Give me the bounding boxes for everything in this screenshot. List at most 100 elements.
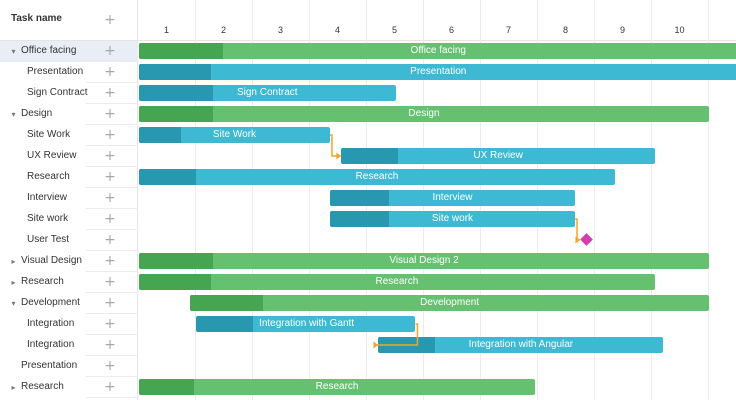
grid-header-title: Task name <box>11 13 62 24</box>
task-bar[interactable]: Interview <box>329 190 576 206</box>
row-divider <box>86 229 138 230</box>
grid-column-line <box>195 0 196 400</box>
bar-label: Presentation <box>410 66 467 77</box>
day-tick-label: 6 <box>448 25 454 35</box>
grid-row[interactable]: Presentation + <box>0 62 138 83</box>
bar-label: Development <box>420 297 480 308</box>
task-bar[interactable]: Presentation <box>139 64 736 80</box>
timescale-divider <box>537 0 538 41</box>
task-name: Office facing <box>21 45 77 56</box>
add-subtask-plus-icon[interactable]: + <box>104 337 116 353</box>
chevron-down-icon[interactable]: ▾ <box>11 47 16 56</box>
grid-row[interactable]: Site Work + <box>0 125 138 146</box>
task-name: Visual Design <box>21 255 82 266</box>
chevron-down-icon[interactable]: ▾ <box>11 110 16 119</box>
add-subtask-plus-icon[interactable]: + <box>104 253 116 269</box>
row-divider <box>86 166 138 167</box>
task-bar[interactable]: Integration with Angular <box>378 337 664 353</box>
grid-row[interactable]: ▸ Visual Design + <box>0 251 138 272</box>
bar-label: Visual Design 2 <box>389 255 459 266</box>
project-bar[interactable]: Research <box>139 274 655 290</box>
timescale-divider <box>480 0 481 41</box>
grid-row[interactable]: UX Review + <box>0 146 138 167</box>
grid-row[interactable]: ▾ Office facing + <box>0 41 138 62</box>
add-subtask-plus-icon[interactable]: + <box>104 85 116 101</box>
timescale-divider <box>594 0 595 41</box>
grid-row[interactable]: ▾ Development + <box>0 293 138 314</box>
grid-row[interactable]: Integration + <box>0 335 138 356</box>
row-divider <box>86 187 138 188</box>
task-bar[interactable]: Site Work <box>139 127 330 143</box>
add-subtask-plus-icon[interactable]: + <box>104 232 116 248</box>
milestone-diamond[interactable] <box>580 233 594 246</box>
bar-label: Interview <box>432 192 473 203</box>
progress-fill <box>329 211 389 227</box>
grid-row[interactable]: ▾ Design + <box>0 104 138 125</box>
day-tick-label: 9 <box>619 25 625 35</box>
task-name: Presentation <box>27 66 84 77</box>
day-tick-label: 5 <box>391 25 397 35</box>
task-name: Site Work <box>27 129 71 140</box>
task-name: Design <box>21 108 53 119</box>
timescale-divider <box>252 0 253 41</box>
grid-column-line <box>708 0 709 400</box>
grid-row[interactable]: Sign Contract + <box>0 83 138 104</box>
add-subtask-plus-icon[interactable]: + <box>104 358 116 374</box>
project-bar[interactable]: Development <box>190 295 709 311</box>
add-subtask-plus-icon[interactable]: + <box>104 379 116 395</box>
bar-label: UX Review <box>473 150 523 161</box>
project-bar[interactable]: Research <box>139 379 536 395</box>
progress-fill <box>139 43 223 59</box>
progress-fill <box>139 169 197 185</box>
chevron-right-icon[interactable]: ▸ <box>11 278 16 287</box>
grid-row[interactable]: Integration + <box>0 314 138 335</box>
day-tick-label: 10 <box>674 25 685 35</box>
chevron-right-icon[interactable]: ▸ <box>11 257 16 266</box>
chevron-down-icon[interactable]: ▾ <box>11 299 16 308</box>
grid-row[interactable]: User Test + <box>0 230 138 251</box>
grid-column-line <box>252 0 253 400</box>
row-divider <box>86 208 138 209</box>
add-subtask-plus-icon[interactable]: + <box>104 211 116 227</box>
task-bar[interactable]: UX Review <box>341 148 655 164</box>
add-subtask-plus-icon[interactable]: + <box>104 190 116 206</box>
project-bar[interactable]: Design <box>139 106 709 122</box>
progress-fill <box>139 106 214 122</box>
day-tick-label: 2 <box>220 25 226 35</box>
add-subtask-plus-icon[interactable]: + <box>104 295 116 311</box>
row-divider <box>86 124 138 125</box>
add-subtask-plus-icon[interactable]: + <box>104 316 116 332</box>
row-divider <box>86 292 138 293</box>
grid-row[interactable]: Site work + <box>0 209 138 230</box>
add-subtask-plus-icon[interactable]: + <box>104 148 116 164</box>
timescale-header: 1 2 3 4 5 6 7 8 9 10 <box>138 0 736 41</box>
day-tick-label: 3 <box>277 25 283 35</box>
grid-row[interactable]: Research + <box>0 167 138 188</box>
add-subtask-plus-icon[interactable]: + <box>104 127 116 143</box>
grid-row[interactable]: Interview + <box>0 188 138 209</box>
gantt-chart-area: 1 2 3 4 5 6 7 8 9 10 Office facing Presentation Sig… <box>138 0 736 400</box>
add-subtask-plus-icon[interactable]: + <box>104 43 116 59</box>
task-bar[interactable]: Integration with Gantt <box>196 316 416 332</box>
grid-row[interactable]: Presentation + <box>0 356 138 377</box>
add-subtask-plus-icon[interactable]: + <box>104 106 116 122</box>
project-bar[interactable]: Office facing <box>139 43 736 59</box>
chevron-right-icon[interactable]: ▸ <box>11 383 16 392</box>
grid-row[interactable]: ▸ Research + <box>0 377 138 398</box>
dependency-link[interactable] <box>575 218 578 241</box>
bar-label: Integration with Angular <box>468 339 574 350</box>
task-name: Integration <box>27 339 75 350</box>
project-bar[interactable]: Visual Design 2 <box>139 253 709 269</box>
task-name: Sign Contract <box>27 87 88 98</box>
dependency-link[interactable] <box>329 134 338 157</box>
task-bar[interactable]: Site work <box>329 211 576 227</box>
progress-fill <box>139 127 181 143</box>
add-subtask-plus-icon[interactable]: + <box>104 274 116 290</box>
day-tick-label: 8 <box>562 25 568 35</box>
add-subtask-plus-icon[interactable]: + <box>104 169 116 185</box>
add-task-plus-icon[interactable]: + <box>104 12 116 28</box>
task-bar[interactable]: Sign Contract <box>139 85 396 101</box>
add-subtask-plus-icon[interactable]: + <box>104 64 116 80</box>
grid-row[interactable]: ▸ Research + <box>0 272 138 293</box>
task-bar[interactable]: Research <box>139 169 615 185</box>
